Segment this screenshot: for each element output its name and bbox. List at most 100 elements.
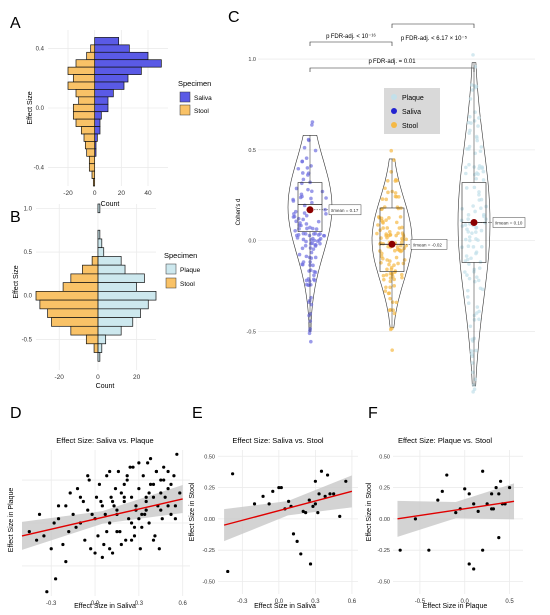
data-point — [475, 171, 479, 175]
histogram-bar-stool — [92, 178, 96, 187]
scatter-d-point — [166, 469, 170, 474]
y-tick-label: 0.5 — [24, 250, 33, 256]
data-point — [299, 192, 304, 197]
panel-a-legend-title: Specimen — [178, 79, 211, 88]
scatter-d-point — [100, 504, 104, 508]
scatter-d-point — [147, 491, 151, 495]
data-point — [311, 247, 316, 251]
scatter-d-point — [157, 547, 161, 551]
x-tick-label: 40 — [144, 190, 152, 197]
scatter-d-point — [99, 499, 103, 504]
scatter-d-point — [159, 478, 163, 482]
scatter-e-point — [301, 509, 305, 513]
scatter-d-point — [146, 461, 150, 465]
scatter-e-point — [252, 502, 257, 506]
data-point — [388, 285, 392, 290]
scatter-d-point — [119, 542, 123, 547]
scatter-d-point — [108, 521, 112, 525]
data-point — [463, 270, 467, 274]
scatter-e-point — [316, 511, 320, 515]
data-point — [392, 277, 396, 282]
data-point — [479, 228, 484, 233]
scatter-d-point — [54, 577, 58, 581]
scatter-d-point — [97, 482, 102, 486]
data-point — [400, 231, 405, 235]
panel-c-legend-saliva: Saliva — [402, 109, 421, 116]
data-point — [477, 192, 481, 197]
data-point — [468, 238, 472, 243]
scatter-d-point — [81, 499, 85, 504]
scatter-d-point — [173, 504, 177, 508]
data-point — [471, 204, 475, 208]
mean-marker — [306, 206, 314, 214]
histogram-bar-plaque — [97, 352, 101, 362]
data-point — [305, 166, 310, 170]
data-point — [473, 64, 478, 69]
scatter-f-point — [436, 498, 440, 502]
panel-a-legend-stool: Stool — [194, 108, 209, 115]
data-point — [467, 144, 472, 149]
data-point — [480, 287, 485, 292]
scatter-d-point — [173, 517, 177, 521]
data-point — [468, 324, 473, 329]
histogram-bar-plaque — [97, 317, 134, 327]
data-point — [296, 216, 301, 221]
scatter-d-point — [102, 542, 106, 547]
scatter-d-point — [42, 534, 46, 538]
data-point — [375, 231, 379, 236]
scatter-d-point — [172, 474, 176, 478]
data-point — [312, 269, 317, 274]
scatter-d-point — [137, 517, 141, 521]
data-point — [477, 266, 482, 270]
data-point — [478, 149, 483, 154]
data-point — [469, 83, 474, 87]
scatter-d-point — [129, 521, 134, 525]
data-point — [466, 244, 471, 249]
data-point — [471, 390, 475, 394]
data-point — [313, 255, 318, 260]
scatter-d-point — [68, 491, 72, 495]
data-point — [301, 217, 305, 222]
scatter-e-point — [344, 479, 348, 483]
data-point — [304, 213, 309, 218]
data-point — [476, 278, 481, 283]
panel-c-violin: 1.0 0.5 0.0 -0.5 x̄mean = 0.17 x̄mean = -0.0… — [236, 23, 535, 394]
data-point — [303, 232, 308, 236]
data-point — [470, 231, 474, 235]
y-tick-label: -0.50 — [377, 579, 390, 585]
y-tick-label: 0.0 — [36, 106, 45, 112]
scatter-d-point — [118, 529, 122, 534]
panel-b-ylabel: Effect Size — [13, 265, 20, 298]
data-point — [309, 250, 314, 255]
data-point — [463, 223, 468, 227]
data-point — [460, 224, 465, 228]
data-point — [305, 226, 309, 231]
scatter-d-point — [134, 504, 138, 508]
scatter-d-point — [86, 474, 90, 478]
y-tick-label: 0.25 — [379, 486, 390, 492]
data-point — [300, 246, 305, 251]
data-point — [474, 176, 478, 181]
scatter-d-point — [143, 512, 147, 517]
data-point — [376, 223, 380, 227]
data-point — [307, 233, 312, 238]
scatter-d-point — [144, 499, 148, 504]
panel-a-legend-swatch-stool — [179, 104, 191, 116]
data-point — [397, 247, 402, 252]
data-point — [300, 171, 305, 175]
scatter-f-point — [398, 548, 402, 552]
scatter-f-point — [427, 548, 431, 552]
scatter-d-point — [132, 525, 137, 529]
scatter-d-point — [138, 547, 142, 551]
data-point — [473, 279, 477, 284]
data-point — [380, 197, 385, 201]
data-point — [306, 187, 310, 192]
histogram-bar-saliva — [94, 89, 114, 98]
data-point — [474, 230, 478, 234]
data-point — [477, 317, 481, 322]
x-tick-label: 0.0 — [91, 601, 100, 607]
data-point — [316, 233, 321, 237]
scatter-d-point — [115, 529, 119, 534]
data-point — [477, 190, 481, 194]
histogram-bar-stool — [70, 273, 99, 283]
